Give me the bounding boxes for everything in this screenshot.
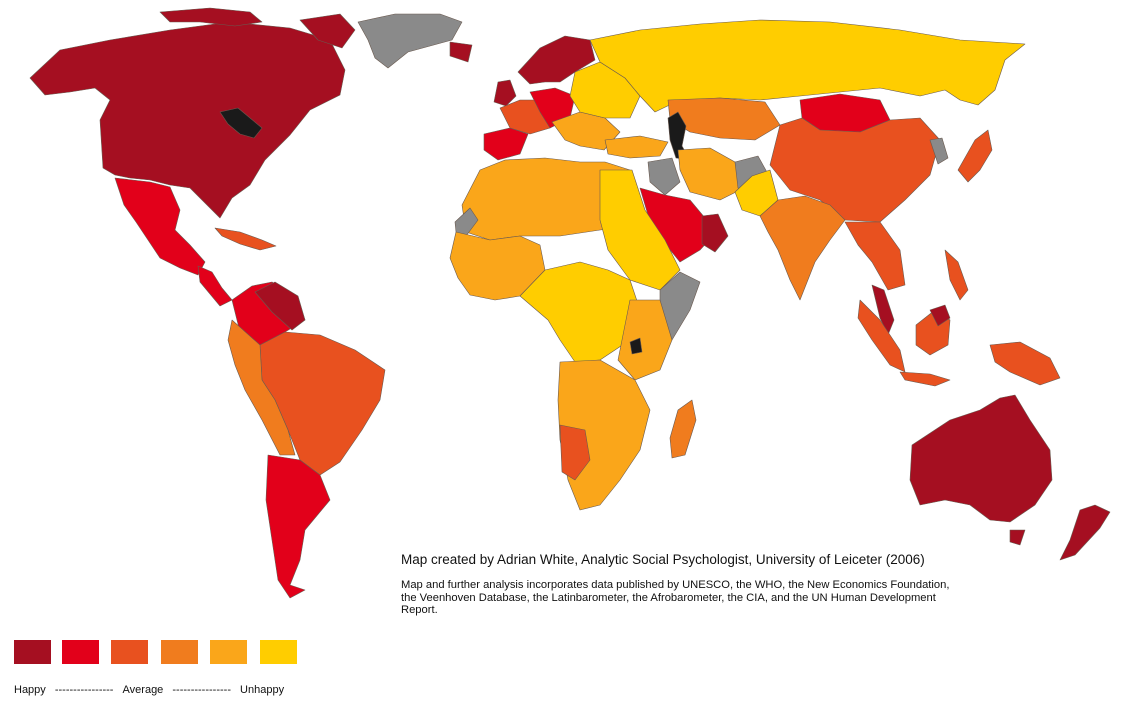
region-iran: [677, 147, 741, 201]
region-uk-ireland: [493, 79, 517, 107]
legend-dash-left: ----------------: [54, 684, 114, 696]
region-iberia: [483, 127, 529, 161]
map-notes: Map and further analysis incorporates da…: [401, 579, 950, 617]
region-canadian-arctic: [299, 13, 473, 63]
region-india: [759, 195, 846, 301]
region-gulf-states: [701, 213, 729, 253]
region-lake-victoria: [629, 337, 643, 355]
map-credit: Map created by Adrian White, Analytic So…: [401, 552, 925, 567]
region-scandinavia: [517, 35, 596, 85]
region-alaska-islands: [159, 7, 263, 27]
region-tasmania: [1009, 529, 1026, 546]
region-guianas: [254, 281, 306, 331]
legend-unhappy-label: Unhappy: [240, 684, 285, 696]
region-sarawak: [929, 304, 951, 327]
legend-swatch-level-5: [210, 640, 247, 664]
region-east-africa: [617, 299, 673, 381]
region-greenland: [357, 13, 463, 69]
region-turkey: [604, 135, 669, 159]
legend-happy-label: Happy: [14, 684, 46, 696]
region-central-america: [197, 265, 233, 307]
legend-scale: Happy ---------------- Average ---------…: [14, 684, 286, 696]
region-malaysia-peninsula: [871, 284, 895, 336]
legend-swatch-level-1: [14, 640, 51, 664]
legend-dash-right: ----------------: [172, 684, 231, 696]
region-argentina-chile: [265, 454, 331, 599]
legend-swatch-level-3: [111, 640, 148, 664]
region-australia: [909, 394, 1053, 523]
region-indochina: [844, 221, 906, 291]
region-kazakhstan: [667, 97, 781, 141]
region-new-guinea: [989, 341, 1061, 386]
legend-swatch-level-4: [161, 640, 198, 664]
region-korea: [929, 137, 949, 165]
region-andes: [227, 319, 296, 456]
region-philippines: [944, 249, 969, 301]
region-western-sahara: [454, 207, 479, 237]
region-caribbean: [214, 227, 277, 251]
region-iraq-syria: [647, 157, 681, 196]
region-southern-africa: [557, 359, 651, 511]
region-java: [899, 371, 951, 387]
region-angola-namibia: [559, 424, 591, 481]
region-sumatra: [857, 299, 906, 373]
region-great-lakes: [219, 107, 263, 139]
region-russia: [589, 19, 1026, 113]
region-new-zealand: [1059, 504, 1111, 561]
region-brazil: [259, 331, 386, 476]
region-mexico: [114, 177, 206, 276]
region-canada-usa: [29, 21, 346, 219]
region-egypt-sudan: [599, 169, 681, 291]
legend-swatch-level-2: [62, 640, 99, 664]
region-madagascar: [669, 399, 697, 459]
region-japan: [957, 129, 993, 183]
legend-swatch-level-6: [260, 640, 297, 664]
region-china: [769, 117, 941, 223]
legend-average-label: Average: [122, 684, 164, 696]
